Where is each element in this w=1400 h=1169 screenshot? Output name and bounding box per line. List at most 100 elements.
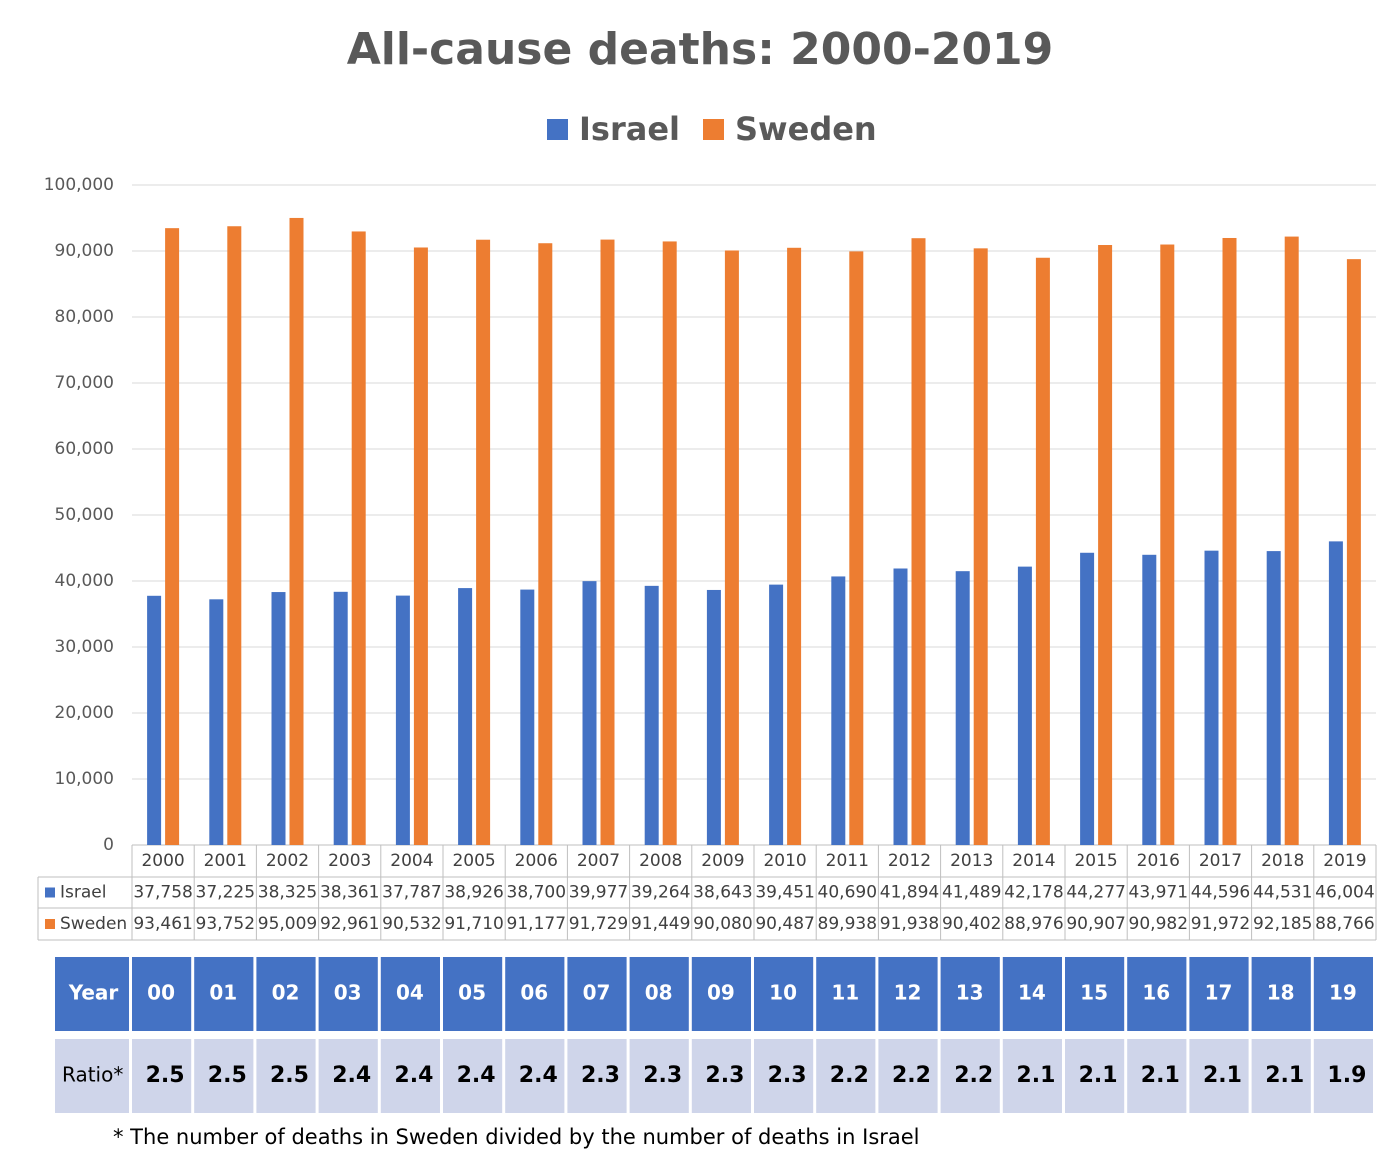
bar <box>227 226 242 845</box>
ratio-value: 2.5 <box>146 1063 185 1088</box>
bar <box>1266 551 1281 845</box>
ratio-cell <box>878 1039 938 1113</box>
ratio-year: 10 <box>769 981 797 1005</box>
footnote: * The number of deaths in Sweden divided… <box>113 1125 920 1149</box>
ratio-cell <box>1002 1039 1062 1113</box>
ratio-cell <box>1251 1039 1311 1113</box>
ratio-cell <box>194 1039 254 1113</box>
x-tick-label: 2013 <box>950 851 993 871</box>
ratio-cell <box>194 957 254 1031</box>
bar <box>1035 257 1050 845</box>
bar <box>289 217 304 845</box>
data-table-value: 91,972 <box>1191 914 1250 934</box>
data-table-value: 91,729 <box>569 914 628 934</box>
bar <box>476 239 491 846</box>
bar <box>165 228 180 845</box>
bar <box>831 576 846 845</box>
legend-label: Israel <box>579 110 680 148</box>
ratio-cell <box>567 957 627 1031</box>
bar <box>458 588 473 845</box>
bar <box>600 239 615 845</box>
ratio-value: 2.5 <box>208 1063 247 1088</box>
bar <box>1204 550 1219 845</box>
ratio-value: 2.1 <box>1079 1063 1118 1088</box>
ratio-value: 2.4 <box>457 1063 496 1088</box>
bar <box>1142 554 1157 845</box>
data-table-value: 91,938 <box>880 914 939 934</box>
data-table-value: 39,264 <box>631 883 690 903</box>
ratio-cell <box>1251 957 1311 1031</box>
ratio-value: 2.3 <box>581 1063 620 1088</box>
ratio-value: 2.2 <box>830 1063 869 1088</box>
x-tick-label: 2012 <box>888 851 931 871</box>
ratio-cell <box>443 1039 503 1113</box>
data-table-value: 90,487 <box>755 914 814 934</box>
legend-swatch <box>703 119 724 140</box>
ratio-cell <box>55 1039 129 1113</box>
ratio-cell <box>380 957 440 1031</box>
x-tick-label: 2016 <box>1137 851 1180 871</box>
bar <box>644 585 659 845</box>
data-table-value: 40,690 <box>818 883 877 903</box>
ratio-year: 02 <box>272 981 300 1005</box>
ratio-year: 14 <box>1018 981 1046 1005</box>
ratio-cell <box>1002 957 1062 1031</box>
bar <box>520 589 535 845</box>
ratio-year: 19 <box>1329 981 1357 1005</box>
ratio-cell <box>1127 957 1187 1031</box>
y-tick-label: 60,000 <box>55 439 114 459</box>
data-table-value: 93,461 <box>133 914 192 934</box>
ratio-value: 2.4 <box>519 1063 558 1088</box>
bar <box>1284 236 1299 846</box>
data-table-value: 46,004 <box>1315 883 1374 903</box>
x-tick-label: 2010 <box>763 851 806 871</box>
data-table-value: 90,907 <box>1066 914 1125 934</box>
y-tick-label: 40,000 <box>55 571 114 591</box>
ratio-cell <box>318 1039 378 1113</box>
data-table-value: 91,177 <box>507 914 566 934</box>
ratio-value: 2.5 <box>270 1063 309 1088</box>
data-table-value: 91,449 <box>631 914 690 934</box>
data-table-value: 37,225 <box>196 883 255 903</box>
bar <box>147 595 162 845</box>
bar <box>1160 244 1175 845</box>
ratio-cell <box>1313 957 1373 1031</box>
ratio-year: 11 <box>831 981 859 1005</box>
ratio-cell <box>940 1039 1000 1113</box>
bar <box>769 584 784 845</box>
ratio-value: 2.1 <box>1265 1063 1304 1088</box>
legend-swatch <box>547 119 568 140</box>
ratio-value: 1.9 <box>1327 1063 1366 1088</box>
bar <box>973 248 988 845</box>
x-tick-label: 2007 <box>577 851 620 871</box>
ratio-row-label: Ratio* <box>62 1063 123 1087</box>
data-table-value: 42,178 <box>1004 883 1063 903</box>
ratio-cell <box>816 957 876 1031</box>
bar <box>1328 541 1343 845</box>
data-table-value: 44,531 <box>1253 883 1312 903</box>
data-table-value: 91,710 <box>444 914 503 934</box>
ratio-cell <box>380 1039 440 1113</box>
ratio-value: 2.2 <box>892 1063 931 1088</box>
ratio-cell <box>1065 957 1125 1031</box>
x-tick-label: 2018 <box>1261 851 1304 871</box>
bar <box>1346 259 1361 845</box>
bar <box>724 250 739 846</box>
ratio-cell <box>754 957 814 1031</box>
bar <box>395 595 410 845</box>
bar <box>893 568 908 845</box>
ratio-cell <box>691 1039 751 1113</box>
data-table-value: 38,325 <box>258 883 317 903</box>
y-tick-label: 50,000 <box>55 505 114 525</box>
data-table-value: 88,976 <box>1004 914 1063 934</box>
ratio-value: 2.1 <box>1203 1063 1242 1088</box>
y-tick-label: 0 <box>103 835 114 855</box>
x-tick-label: 2004 <box>390 851 433 871</box>
ratio-value: 2.4 <box>332 1063 371 1088</box>
data-table-value: 90,080 <box>693 914 752 934</box>
bar <box>1080 552 1095 845</box>
bar <box>849 251 864 846</box>
x-tick-label: 2017 <box>1199 851 1242 871</box>
data-table-value: 88,766 <box>1315 914 1374 934</box>
